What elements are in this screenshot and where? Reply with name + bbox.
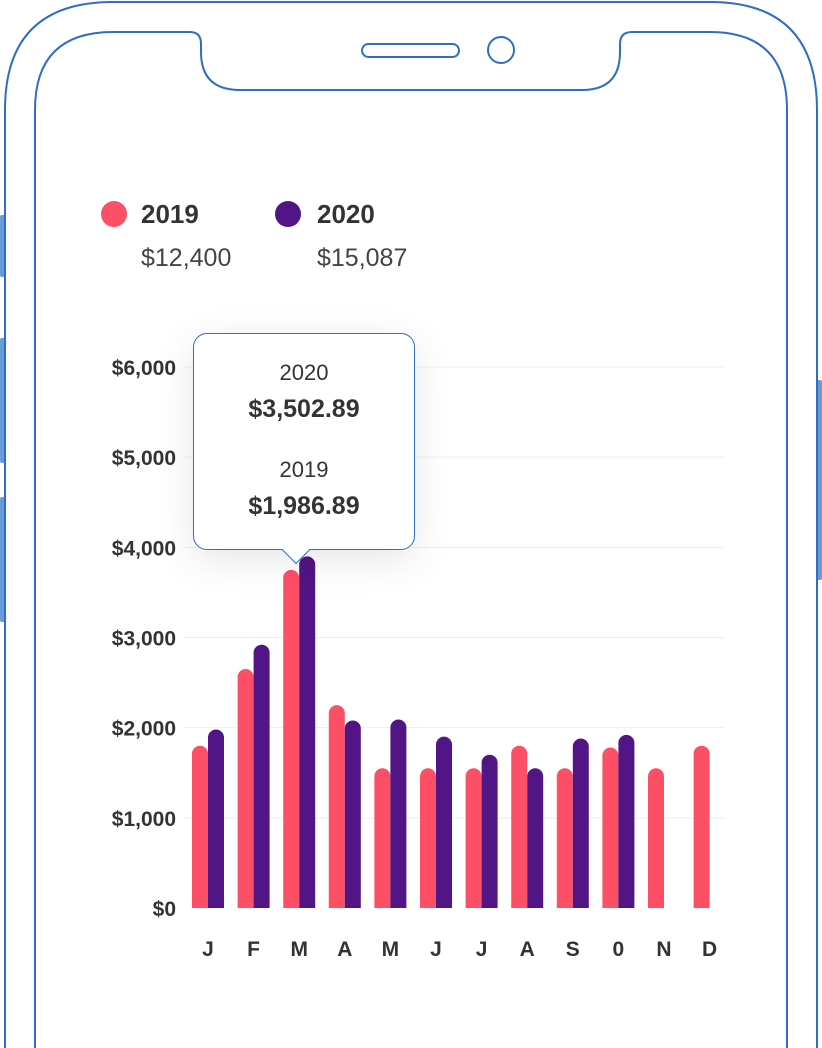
legend-total-2019: $12,400 <box>141 244 232 272</box>
bar-2019-2 <box>283 569 300 908</box>
x-tick-label: J <box>202 938 214 961</box>
side-button-left-1 <box>0 215 5 277</box>
x-tick-label: A <box>337 938 352 961</box>
x-tick-label: J <box>476 938 488 961</box>
bar-2019-0 <box>192 745 208 908</box>
y-tick-label: $0 <box>153 898 176 921</box>
bar-2019-11 <box>693 745 710 908</box>
x-tick-label: 0 <box>613 938 625 961</box>
bar-2020-9 <box>618 734 635 908</box>
x-tick-label: D <box>702 938 717 961</box>
tooltip-value-2020: $3,502.89 <box>248 395 360 423</box>
bar-2019-1 <box>237 669 254 908</box>
legend-dot-2020 <box>275 201 301 227</box>
x-tick-label: F <box>247 938 260 961</box>
bar-2019-6 <box>465 768 482 908</box>
bar-2019-3 <box>328 705 345 908</box>
bar-2020-5 <box>436 736 452 908</box>
bar-2020-6 <box>481 754 498 908</box>
legend-year-2019: 2019 <box>141 199 199 229</box>
x-tick-label: S <box>566 938 580 961</box>
x-tick-label: M <box>382 938 400 961</box>
y-tick-label: $1,000 <box>112 808 176 831</box>
x-tick-label: N <box>656 938 671 961</box>
bar-2019-4 <box>374 768 391 908</box>
bar-2019-10 <box>648 768 664 908</box>
y-tick-label: $6,000 <box>112 357 176 380</box>
bar-2020-2 <box>299 556 316 908</box>
bar-2019-5 <box>420 768 436 908</box>
x-tick-label: M <box>290 938 308 961</box>
y-tick-label: $3,000 <box>112 628 176 651</box>
tooltip-value-2019: $1,986.89 <box>248 492 360 520</box>
y-tick-label: $4,000 <box>112 537 176 560</box>
legend-dot-2019 <box>101 201 127 227</box>
legend-year-2020: 2020 <box>317 199 375 229</box>
bar-2019-9 <box>602 747 619 908</box>
bar-2020-0 <box>208 729 224 908</box>
front-camera <box>487 36 515 64</box>
bar-2020-1 <box>253 644 270 908</box>
tooltip-label-2020: 2020 <box>279 360 329 385</box>
side-button-left-3 <box>0 497 5 622</box>
bar-2019-8 <box>556 768 573 908</box>
legend-total-2020: $15,087 <box>317 244 408 272</box>
y-tick-label: $2,000 <box>112 718 176 741</box>
bar-2020-3 <box>344 720 361 908</box>
tooltip-label-2019: 2019 <box>279 457 329 482</box>
bar-2020-8 <box>572 738 589 908</box>
speaker-grille <box>361 43 460 58</box>
tooltip: 2020 $3,502.89 2019 $1,986.89 <box>193 333 415 550</box>
bar-2019-7 <box>511 745 528 908</box>
side-button-left-2 <box>0 338 5 463</box>
bar-2020-7 <box>527 768 544 908</box>
side-button-right <box>817 380 822 580</box>
x-tick-label: A <box>520 938 535 961</box>
phone-outer-outline <box>4 0 818 1048</box>
phone-screen-outline <box>34 31 788 1048</box>
bar-2020-4 <box>390 719 407 908</box>
y-tick-label: $5,000 <box>112 447 176 470</box>
x-tick-label: J <box>430 938 442 961</box>
